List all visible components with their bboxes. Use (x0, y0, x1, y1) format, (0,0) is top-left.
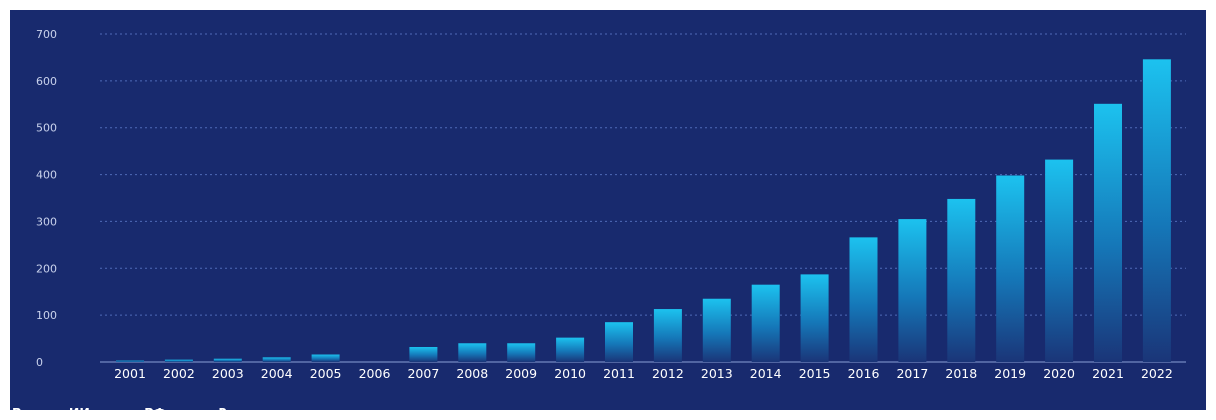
bar-2021 (1094, 103, 1122, 363)
bar-2014 (751, 284, 780, 362)
y-tick-label: 400 (36, 169, 57, 182)
bar-2015 (800, 274, 829, 362)
y-tick-label: 600 (36, 75, 57, 88)
bar-2022 (1142, 59, 1171, 362)
x-tick-label: 2017 (896, 366, 928, 381)
bar-2011 (605, 322, 633, 362)
bar-2009 (507, 343, 536, 362)
x-tick-label: 2009 (505, 366, 537, 381)
bar-2010 (556, 337, 585, 362)
bar-2003 (213, 358, 242, 362)
x-tick-label: 2022 (1141, 366, 1173, 381)
bar-2004 (262, 357, 291, 362)
bar-2001 (116, 360, 144, 362)
x-tick-label: 2006 (359, 366, 391, 381)
x-tick-label: 2015 (799, 366, 831, 381)
x-tick-label: 2005 (310, 366, 342, 381)
chart-panel: 0 100 200 300 400 500 600 700 2001 2002 2003 2004 2… (10, 10, 1206, 410)
bar-2020 (1045, 159, 1074, 362)
x-axis-ticks: 2001 2002 2003 2004 2005 2006 2007 2008 2009 2010… (114, 366, 1173, 381)
bar-2012 (653, 309, 682, 362)
x-tick-label: 2019 (994, 366, 1026, 381)
x-tick-label: 2011 (603, 366, 635, 381)
bar-2008 (458, 343, 487, 362)
bar-2016 (849, 237, 878, 362)
y-tick-label: 100 (36, 309, 57, 322)
y-tick-label: 0 (36, 356, 43, 369)
x-tick-label: 2002 (163, 366, 195, 381)
bars (116, 59, 1171, 363)
x-tick-label: 2001 (114, 366, 146, 381)
y-tick-label: 700 (36, 28, 57, 41)
x-tick-label: 2014 (750, 366, 782, 381)
x-tick-label: 2021 (1092, 366, 1124, 381)
x-tick-label: 2008 (456, 366, 488, 381)
chart-caption: Размер ИИ рынка РФ, млрд ₽ (12, 405, 227, 420)
x-tick-label: 2003 (212, 366, 244, 381)
bar-2013 (702, 298, 731, 362)
x-tick-label: 2007 (407, 366, 439, 381)
x-tick-label: 2016 (848, 366, 880, 381)
bar-2018 (947, 198, 976, 362)
x-tick-label: 2012 (652, 366, 684, 381)
y-tick-label: 300 (36, 215, 57, 228)
x-tick-label: 2004 (261, 366, 293, 381)
x-tick-label: 2020 (1043, 366, 1075, 381)
bar-2017 (898, 219, 927, 362)
bar-2002 (164, 359, 193, 362)
bar-2007 (409, 347, 438, 362)
y-tick-label: 500 (36, 122, 57, 135)
bar-2005 (311, 354, 340, 362)
y-tick-label: 200 (36, 262, 57, 275)
bar-2019 (996, 175, 1025, 362)
x-tick-label: 2018 (945, 366, 977, 381)
x-tick-label: 2010 (554, 366, 586, 381)
x-tick-label: 2013 (701, 366, 733, 381)
y-axis-ticks: 0 100 200 300 400 500 600 700 (36, 28, 57, 369)
